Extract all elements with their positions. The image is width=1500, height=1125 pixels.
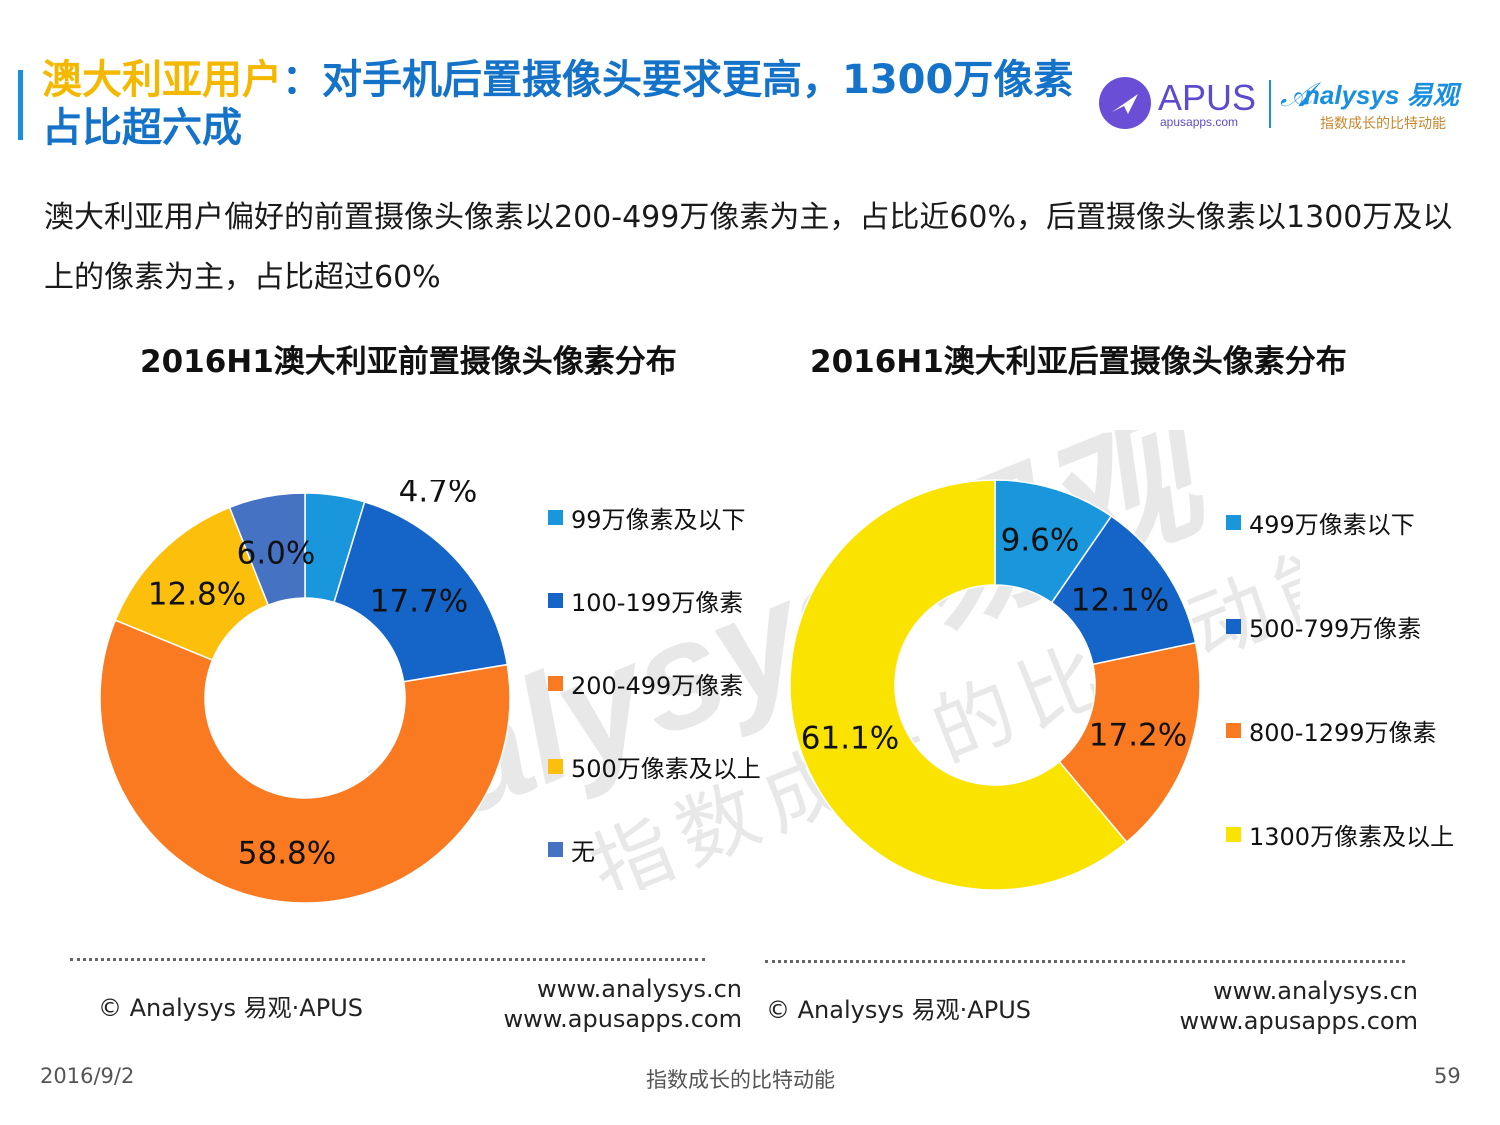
- legend-item: 499万像素以下: [1226, 505, 1415, 540]
- brand-logos: APUS apusapps.com 𝒜 nalysys 易观 指数成长的比特动能: [1099, 77, 1463, 132]
- legend-swatch: [1226, 619, 1241, 634]
- legend-item: 99万像素及以下: [548, 500, 746, 535]
- legend-label: 99万像素及以下: [571, 506, 746, 534]
- legend-swatch: [548, 593, 563, 608]
- source-url-apus-left[interactable]: www.apusapps.com: [503, 1005, 742, 1033]
- legend-swatch: [1226, 515, 1241, 530]
- legend-swatch: [548, 842, 563, 857]
- page-title-rest: ：对手机后置摄像头要求更高，1300万像素占比超六成: [42, 57, 1074, 151]
- legend-label: 100-199万像素: [571, 589, 744, 617]
- source-copyright-left: © Analysys 易观·APUS: [98, 994, 363, 1022]
- source-url-analysys-right[interactable]: www.analysys.cn: [1212, 977, 1418, 1005]
- donut-slice: [789, 479, 1128, 891]
- legend-label: 500-799万像素: [1249, 615, 1422, 643]
- chart-title-front: 2016H1澳大利亚前置摄像头像素分布: [140, 344, 677, 380]
- source-urls-left: www.analysys.cn www.apusapps.com: [440, 974, 742, 1034]
- legend-item: 800-1299万像素: [1226, 713, 1437, 748]
- donut-slice: [228, 492, 306, 606]
- legend-item: 500-799万像素: [1226, 609, 1421, 644]
- source-divider-left: [70, 958, 705, 961]
- slice-data-label: 4.7%: [399, 480, 478, 510]
- description-text: 澳大利亚用户偏好的前置摄像头像素以200-499万像素为主，占比近60%，后置摄…: [44, 200, 1453, 295]
- chart-title-rear: 2016H1澳大利亚后置摄像头像素分布: [810, 344, 1347, 380]
- page-title-highlight: 澳大利亚用户: [42, 57, 282, 103]
- legend-item: 1300万像素及以上: [1226, 817, 1454, 852]
- donut-slice: [333, 500, 509, 683]
- legend-label: 200-499万像素: [571, 672, 744, 700]
- analysys-logo-slogan: 指数成长的比特动能: [1320, 116, 1446, 132]
- apus-logo-url: apusapps.com: [1160, 115, 1238, 129]
- slice-data-label: 9.6%: [1001, 523, 1080, 559]
- legend-rear: 499万像素以下 500-799万像素 800-1299万像素 1300万像素及以上: [1226, 505, 1476, 851]
- legend-swatch: [548, 676, 563, 691]
- legend-swatch: [1226, 723, 1241, 738]
- legend-item: 100-199万像素: [548, 583, 743, 618]
- donut-slice: [99, 619, 511, 904]
- apus-logo-text: APUS: [1158, 77, 1256, 118]
- legend-label: 500万像素及以上: [571, 755, 761, 783]
- donut-slice: [1058, 641, 1201, 844]
- legend-swatch: [1226, 827, 1241, 842]
- footer-slogan: 指数成长的比特动能: [646, 1068, 835, 1092]
- source-url-analysys-left[interactable]: www.analysys.cn: [536, 975, 742, 1003]
- slice-data-label: 61.1%: [801, 721, 899, 757]
- source-urls-right: www.analysys.cn www.apusapps.com: [1110, 976, 1418, 1036]
- legend-label: 499万像素以下: [1249, 511, 1415, 539]
- donut-chart-front: 4.7% 17.7% 58.8% 12.8% 6.0%: [99, 480, 511, 904]
- source-url-apus-right[interactable]: www.apusapps.com: [1179, 1007, 1418, 1035]
- legend-label: 1300万像素及以上: [1249, 823, 1455, 851]
- legend-front: 99万像素及以下 100-199万像素 200-499万像素 500万像素及以上无: [548, 500, 778, 866]
- legend-label: 无: [571, 838, 595, 866]
- legend-label: 800-1299万像素: [1249, 719, 1437, 747]
- footer-page-number: 59: [1434, 1064, 1461, 1088]
- title-accent-bar: [18, 70, 23, 140]
- legend-item: 200-499万像素: [548, 666, 743, 701]
- page-title: 澳大利亚用户：对手机后置摄像头要求更高，1300万像素占比超六成: [42, 56, 1082, 152]
- slice-data-label: 6.0%: [237, 536, 316, 572]
- slice-data-label: 12.1%: [1071, 583, 1169, 619]
- slice-data-label: 12.8%: [148, 577, 246, 613]
- apus-bird-icon: [1112, 94, 1138, 114]
- source-copyright-right: © Analysys 易观·APUS: [766, 996, 1031, 1024]
- slice-data-label: 58.8%: [238, 836, 336, 872]
- legend-swatch: [548, 759, 563, 774]
- slice-data-label: 17.2%: [1089, 718, 1187, 754]
- slice-data-label: 17.7%: [370, 584, 468, 620]
- donut-chart-rear: 9.6% 12.1% 17.2% 61.1%: [789, 479, 1201, 891]
- legend-item: 500万像素及以上: [548, 749, 761, 784]
- source-divider-right: [765, 960, 1405, 963]
- analysys-logo-text: nalysys 易观: [1304, 80, 1463, 110]
- legend-item: 无: [548, 832, 595, 867]
- footer-date: 2016/9/2: [40, 1064, 135, 1088]
- legend-swatch: [548, 510, 563, 525]
